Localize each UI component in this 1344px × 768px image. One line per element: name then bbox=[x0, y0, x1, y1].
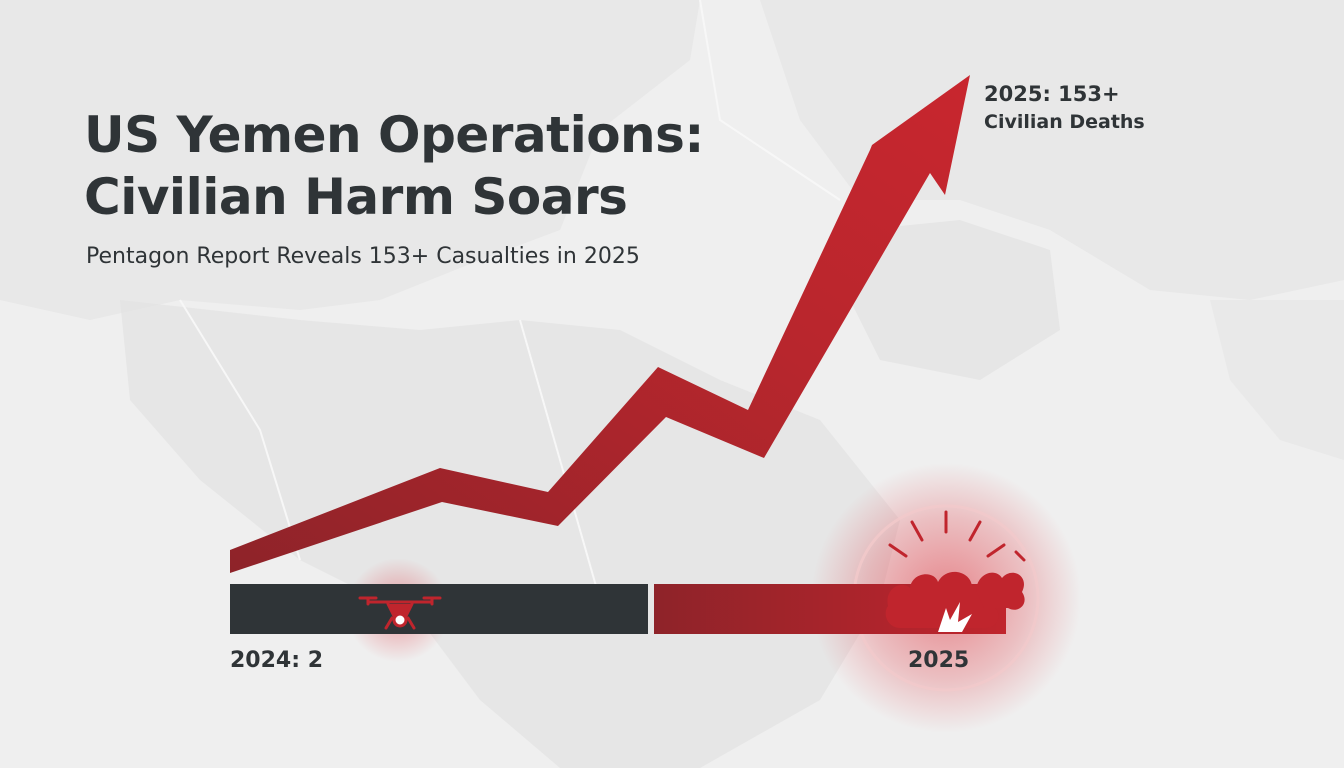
peak-callout: 2025: 153+ Civilian Deaths bbox=[984, 80, 1145, 136]
peak-callout-line-2: Civilian Deaths bbox=[984, 111, 1145, 133]
subtitle: Pentagon Report Reveals 153+ Casualties … bbox=[86, 244, 640, 269]
label-2024: 2024: 2 bbox=[230, 648, 323, 673]
label-2025: 2025 bbox=[908, 648, 970, 673]
trend-arrow bbox=[230, 75, 970, 573]
title-line-2: Civilian Harm Soars bbox=[84, 168, 628, 226]
explosion-icon bbox=[885, 510, 1026, 632]
bar-2024 bbox=[230, 584, 648, 634]
page-title: US Yemen Operations: Civilian Harm Soars bbox=[84, 104, 704, 228]
drone-icon bbox=[358, 596, 442, 630]
peak-callout-line-1: 2025: 153+ bbox=[984, 82, 1120, 106]
title-line-1: US Yemen Operations: bbox=[84, 106, 704, 164]
